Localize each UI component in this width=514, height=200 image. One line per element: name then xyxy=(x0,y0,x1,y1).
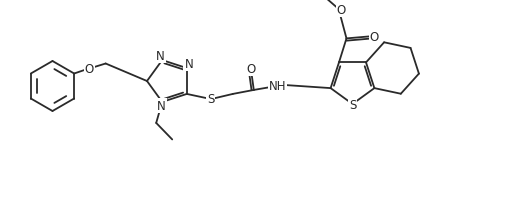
Text: O: O xyxy=(337,4,346,17)
Text: O: O xyxy=(84,63,94,76)
Text: O: O xyxy=(370,31,379,44)
Text: N: N xyxy=(157,100,166,113)
Text: S: S xyxy=(349,99,356,112)
Text: S: S xyxy=(207,93,214,106)
Text: N: N xyxy=(156,49,164,62)
Text: N: N xyxy=(185,57,193,70)
Text: O: O xyxy=(247,63,256,76)
Text: NH: NH xyxy=(269,80,286,93)
